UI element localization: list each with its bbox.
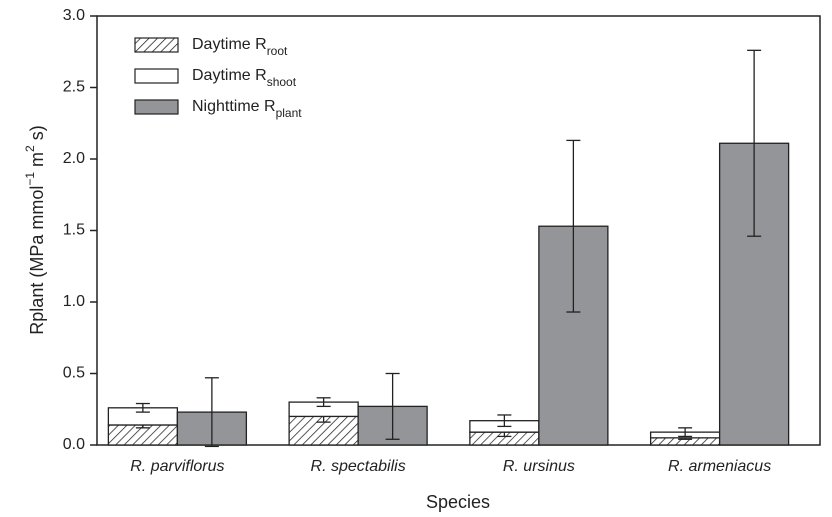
x-tick-label: R. spectabilis [311, 458, 406, 475]
x-tick-label: R. parviflorus [130, 458, 224, 475]
y-axis-label-part: s) [27, 125, 47, 145]
error-bar [497, 414, 512, 428]
y-tick-label: 0.0 [63, 436, 85, 453]
x-tick-label: R. armeniacus [668, 458, 771, 475]
y-tick-label: 2.5 [63, 79, 85, 96]
legend-label: Nighttime Rplant [192, 98, 302, 120]
error-bar [678, 427, 693, 438]
error-bar [385, 372, 400, 440]
x-tick-label: R. ursinus [503, 458, 575, 475]
y-axis-label: Rplant (MPa mmol−1 m2 s) [23, 125, 47, 334]
y-tick-label: 1.5 [63, 222, 85, 239]
error-bar [135, 402, 150, 413]
y-axis-label-part: 2 [23, 145, 37, 152]
legend-sub: plant [276, 106, 303, 120]
legend-name: Daytime R [192, 67, 267, 84]
legend-sub: shoot [267, 75, 297, 89]
legend-name: Daytime R [192, 36, 267, 53]
legend-swatch [134, 99, 179, 115]
y-axis-label-part: −1 [23, 172, 37, 186]
y-tick-label: 2.0 [63, 150, 85, 167]
legend-swatch [134, 68, 179, 84]
error-bar [316, 397, 331, 408]
error-bar [204, 377, 219, 448]
y-axis-label-part: Rplant (MPa mmol [27, 186, 47, 335]
legend-sub: root [267, 44, 288, 58]
error-bar [747, 49, 762, 237]
legend-label: Daytime Rshoot [192, 67, 297, 89]
x-axis-label: Species [426, 492, 490, 512]
y-tick-label: 0.5 [63, 365, 85, 382]
y-tick-label: 3.0 [63, 7, 85, 24]
legend-swatch [134, 37, 179, 53]
error-bar [566, 139, 581, 313]
legend-label: Daytime Rroot [192, 36, 288, 58]
y-axis-label-part: m [27, 152, 47, 172]
y-tick-label: 1.0 [63, 293, 85, 310]
legend-name: Nighttime R [192, 98, 276, 115]
